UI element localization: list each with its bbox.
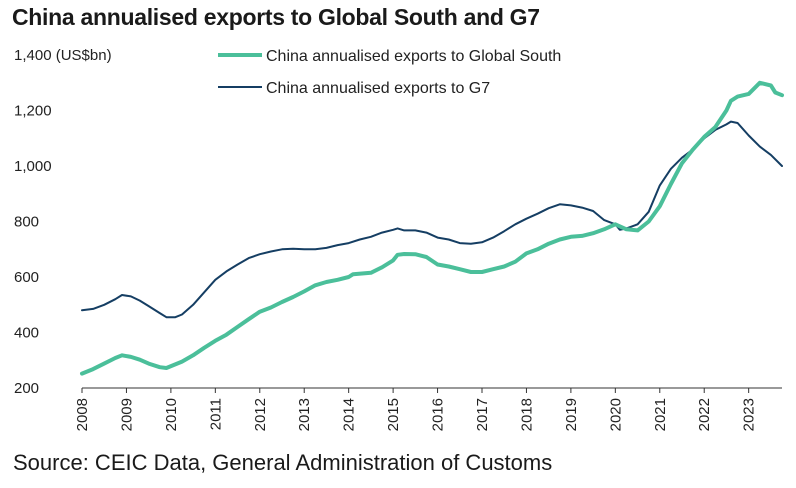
x-tick-label: 2018 <box>518 398 535 431</box>
x-tick-label: 2009 <box>118 398 135 431</box>
y-tick-label: 800 <box>14 214 39 231</box>
legend-label: China annualised exports to G7 <box>266 80 490 97</box>
y-tick-label: 600 <box>14 269 39 286</box>
y-tick-label: 1,200 <box>14 103 52 120</box>
y-axis-labels: 1,400 (US$bn) 1,200 1,000 800 600 400 200 <box>14 47 112 397</box>
x-tick-label: 2020 <box>607 398 624 431</box>
x-tick-label: 2010 <box>163 398 180 431</box>
x-axis: 2008 2009 2010 2011 2012 2013 2014 2015 2016 2017… <box>74 387 782 431</box>
series-line-global-south <box>80 80 784 376</box>
series-line-g7 <box>81 120 783 319</box>
y-tick-label: 1,000 <box>14 158 52 175</box>
x-tick-label: 2012 <box>252 398 269 431</box>
x-tick-label: 2022 <box>696 398 713 431</box>
x-tick-label: 2015 <box>385 398 402 431</box>
legend-label: China annualised exports to Global South <box>266 48 561 65</box>
y-tick-label: 200 <box>14 380 39 397</box>
chart-title: China annualised exports to Global South… <box>12 4 540 30</box>
x-tick-label: 2019 <box>563 398 580 431</box>
x-tick-label: 2014 <box>341 398 358 431</box>
y-tick-label: 400 <box>14 325 39 342</box>
x-tick-label: 2016 <box>430 398 447 431</box>
x-tick-label: 2013 <box>296 398 313 431</box>
x-tick-label: 2021 <box>652 398 669 431</box>
source-note: Source: CEIC Data, General Administratio… <box>13 450 553 475</box>
x-tick-label: 2023 <box>741 398 758 431</box>
series-layer <box>80 80 784 376</box>
x-tick-label: 2017 <box>474 398 491 431</box>
y-tick-label: 1,400 (US$bn) <box>14 47 112 64</box>
legend: China annualised exports to Global South… <box>218 48 561 97</box>
x-tick-label: 2011 <box>207 398 224 430</box>
x-tick-label: 2008 <box>74 398 91 431</box>
